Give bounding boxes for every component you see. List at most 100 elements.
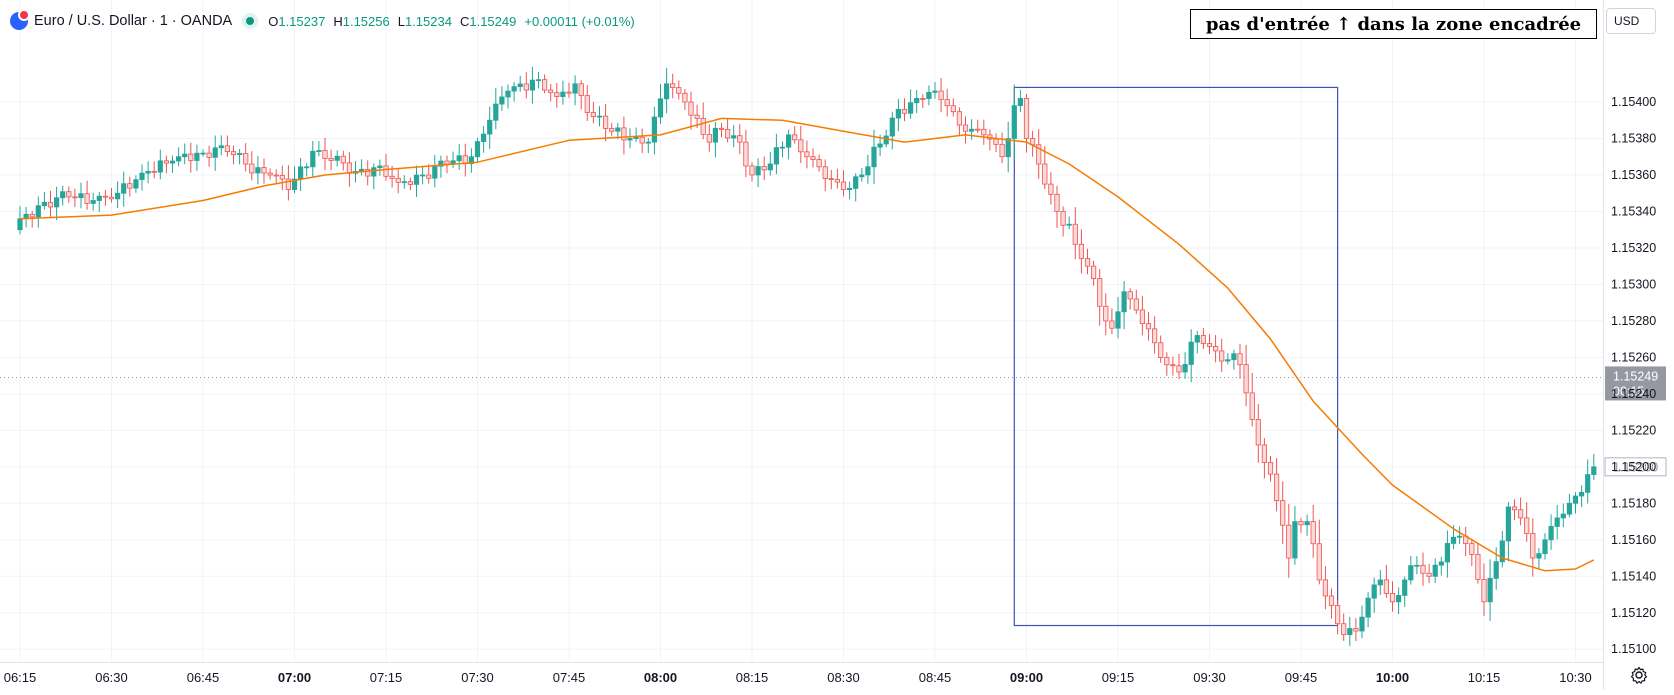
candle-body [1084, 258, 1091, 267]
candle-body [1560, 513, 1566, 519]
y-tick-label: 1.15180 [1611, 496, 1656, 510]
symbol-title[interactable]: Euro / U.S. Dollar · 1 · OANDA [34, 13, 233, 29]
candle-body [1194, 335, 1200, 343]
candle [41, 192, 48, 210]
x-tick-label: 07:15 [370, 670, 403, 685]
candle-body [389, 175, 395, 179]
last-price-label: 1.15249 [1613, 369, 1658, 383]
candle-body [1420, 564, 1426, 574]
candle-body [78, 193, 84, 199]
candle [786, 129, 792, 160]
candle [1499, 530, 1505, 568]
y-tick-label: 1.15340 [1611, 204, 1656, 218]
x-tick-label: 09:45 [1285, 670, 1318, 685]
candle [1188, 329, 1194, 383]
candle-body [816, 159, 822, 168]
candle-body [200, 152, 206, 155]
candle [847, 181, 853, 200]
candle [1536, 548, 1542, 569]
candle-body [1450, 536, 1457, 544]
countdown-label: 00:15 [1613, 384, 1644, 398]
candle-body [175, 156, 182, 162]
candle [1103, 293, 1109, 336]
candle-body [499, 96, 505, 105]
candle-body [883, 135, 889, 145]
currency-button[interactable]: USD [1606, 8, 1656, 34]
candle [505, 84, 511, 109]
candle-body [1152, 328, 1158, 344]
candle [1341, 613, 1347, 641]
candle-body [365, 168, 371, 177]
candle-body [1328, 595, 1335, 606]
exchange-logo-icon [10, 9, 30, 30]
candle [358, 159, 365, 176]
candle-body [432, 165, 438, 179]
candle-body [84, 193, 90, 204]
candle-body [456, 155, 462, 162]
candle [1347, 616, 1353, 646]
candle-body [1255, 419, 1261, 446]
grid-lines [0, 0, 1603, 662]
settings-gear-icon[interactable] [1630, 666, 1648, 684]
candle-body [633, 136, 639, 139]
candle [450, 151, 456, 168]
candle-body [1072, 223, 1078, 245]
candle [828, 169, 834, 190]
candle-body [1023, 97, 1030, 139]
candle-body [133, 179, 139, 189]
candle [645, 138, 651, 153]
candle [133, 175, 139, 193]
candle-body [1206, 343, 1213, 347]
candle-body [1017, 97, 1024, 107]
candle [816, 154, 822, 172]
candle [749, 162, 755, 182]
candle-body [1121, 291, 1127, 313]
candle [1518, 497, 1524, 526]
candle-body [767, 163, 773, 171]
candle [206, 145, 212, 167]
annotation-text-box[interactable]: pas d'entrée ↑ dans la zone encadrée [1190, 9, 1597, 39]
candle-body [993, 138, 999, 145]
candle [182, 143, 188, 165]
candle-body [1261, 444, 1267, 463]
candle-body [1280, 500, 1286, 526]
candle-body [54, 197, 60, 208]
candle [1231, 349, 1237, 370]
candle [468, 148, 475, 173]
candle [609, 122, 615, 136]
candle [798, 125, 804, 163]
candle [1176, 353, 1182, 380]
candle [151, 161, 157, 179]
candle-body [1493, 561, 1499, 579]
candle [1109, 308, 1115, 335]
candle-body [944, 99, 950, 107]
candle-body [1060, 211, 1066, 226]
candle [1511, 499, 1518, 521]
candle-body [572, 83, 578, 94]
candle-body [310, 150, 316, 168]
candle-body [761, 166, 767, 171]
candle-body [1274, 473, 1280, 502]
candle [1066, 216, 1072, 230]
candle [1206, 333, 1213, 355]
candle [200, 149, 206, 157]
candle-body [822, 166, 828, 180]
market-status-icon [242, 13, 259, 29]
ohlc-high: H1.15256 [333, 13, 390, 29]
x-tick-label: 10:00 [1376, 670, 1409, 685]
candle-body [426, 174, 432, 179]
candle [999, 132, 1005, 164]
candle [1316, 519, 1322, 585]
candle [115, 181, 121, 209]
candle-body [657, 98, 664, 118]
candle-body [548, 89, 554, 94]
candle-body [1292, 521, 1298, 559]
candle [810, 148, 816, 168]
candle-body [1042, 163, 1048, 185]
candle [1591, 454, 1597, 480]
candle [1572, 492, 1579, 514]
x-tick-label: 08:30 [827, 670, 860, 685]
